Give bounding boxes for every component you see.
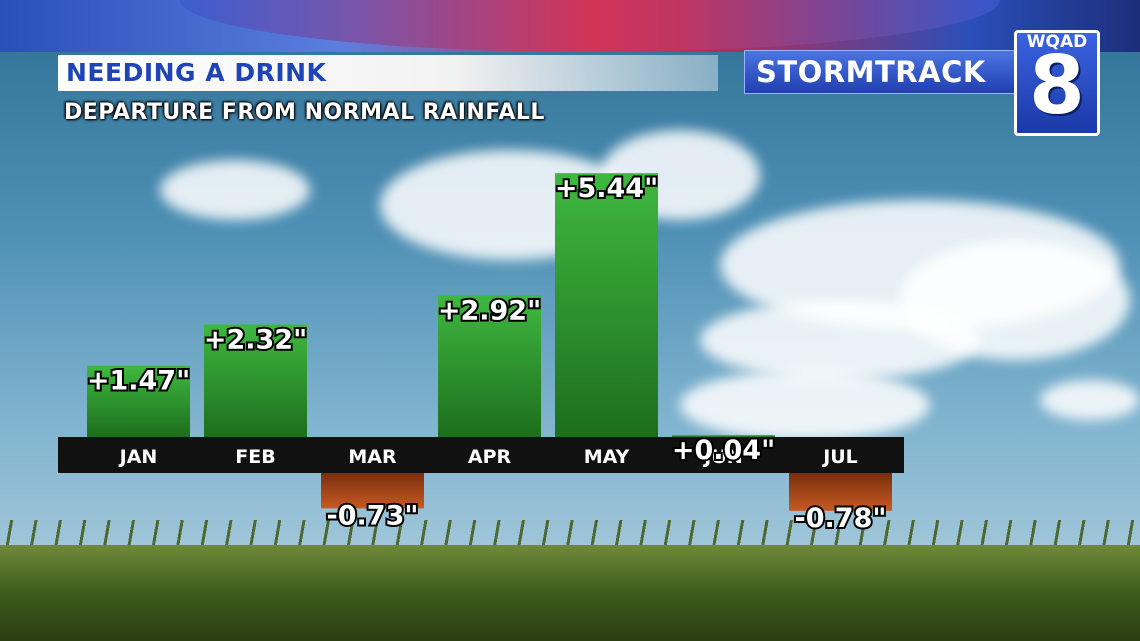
chart-subtitle: DEPARTURE FROM NORMAL RAINFALL (64, 100, 545, 125)
value-label: -0.78" (795, 503, 887, 534)
bar-jun (672, 435, 775, 437)
cloud (160, 160, 310, 220)
bar-apr (438, 295, 541, 437)
stormtrack-label: STORMTRACK (756, 55, 986, 89)
cloud (1040, 380, 1140, 420)
month-label: MAR (348, 446, 397, 468)
value-label: +0.04" (672, 435, 775, 466)
value-label: +5.44" (555, 173, 658, 204)
page-title: NEEDING A DRINK (66, 58, 327, 87)
corn-field (0, 545, 1140, 641)
stormtrack-bar (744, 50, 1026, 94)
channel-number: 8 (1029, 39, 1085, 132)
bar-may (555, 173, 658, 437)
month-label: JUN (702, 446, 742, 468)
title-bar (58, 55, 718, 91)
value-label: -0.73" (327, 500, 419, 531)
month-label: MAY (584, 446, 630, 468)
station-call-letters: WQAD (1026, 32, 1088, 52)
bar-mar (321, 473, 424, 509)
month-label: APR (468, 446, 512, 468)
bar-jul (789, 473, 892, 511)
bar-jan (87, 365, 190, 437)
cloud (680, 370, 930, 440)
cloud (900, 240, 1130, 360)
station-logo (1014, 30, 1100, 136)
month-label: FEB (235, 446, 275, 468)
value-label: +2.92" (438, 295, 541, 326)
value-label: +2.32" (204, 324, 307, 355)
month-axis-band (58, 437, 904, 473)
month-label: JUL (821, 446, 858, 468)
bar-feb (204, 324, 307, 437)
month-label: JAN (118, 446, 158, 468)
value-label: +1.47" (87, 366, 190, 397)
